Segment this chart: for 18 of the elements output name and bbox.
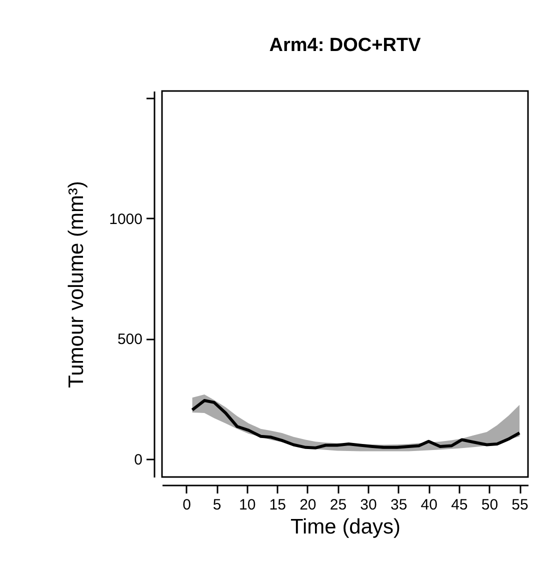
x-tick-label: 50 bbox=[481, 496, 498, 514]
chart-title: Arm4: DOC+RTV bbox=[269, 35, 422, 56]
y-tick-label: 1000 bbox=[109, 210, 142, 228]
x-axis-title: Time (days) bbox=[290, 516, 401, 538]
x-tick-label: 10 bbox=[238, 496, 256, 514]
x-tick-label: 40 bbox=[420, 496, 438, 514]
x-tick-label: 30 bbox=[360, 496, 377, 514]
x-tick-label: 45 bbox=[451, 496, 468, 514]
y-axis-title: Tumour volume (mm³) bbox=[65, 181, 88, 388]
x-tick-label: 20 bbox=[300, 496, 316, 514]
x-tick-label: 35 bbox=[390, 496, 408, 514]
x-tick-label: 0 bbox=[182, 496, 191, 514]
x-tick-label: 5 bbox=[212, 496, 222, 514]
x-tick-label: 25 bbox=[330, 496, 347, 514]
y-tick-label: 500 bbox=[117, 331, 142, 348]
y-tick-label: 0 bbox=[134, 451, 142, 468]
x-tick-label: 15 bbox=[269, 496, 286, 514]
x-tick-label: 55 bbox=[512, 496, 528, 514]
